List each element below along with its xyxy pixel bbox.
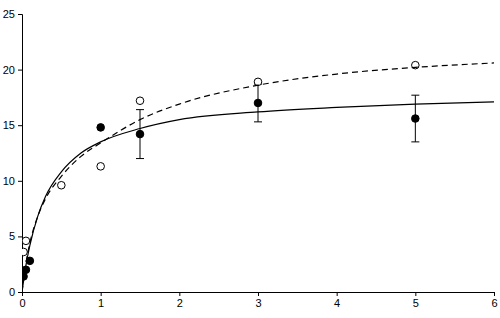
x-tick: 3: [255, 292, 261, 309]
x-tick-label: 1: [98, 297, 104, 309]
error-bar-line: [411, 95, 419, 96]
x-tick-label: 5: [413, 297, 419, 309]
point: [58, 181, 66, 189]
error-bar: [136, 110, 144, 159]
y-tick: 0: [9, 286, 22, 298]
y-tick-label: 25: [3, 8, 15, 20]
y-tick-mark: [18, 236, 22, 237]
x-tick-mark: [494, 292, 495, 296]
scatter-series: [22, 61, 419, 255]
point: [97, 163, 105, 171]
x-tick-mark: [101, 292, 102, 296]
x-tick-mark: [337, 292, 338, 296]
error-bar-line: [254, 121, 262, 122]
y-tick-label: 0: [9, 286, 15, 298]
x-tick: 0: [19, 292, 25, 309]
x-tick-label: 6: [491, 297, 497, 309]
scatter-series: [22, 84, 419, 280]
x-tick-mark: [415, 292, 416, 296]
point: [97, 124, 105, 132]
x-tick-label: 0: [19, 297, 25, 309]
point: [412, 115, 420, 123]
x-tick-label: 4: [334, 297, 340, 309]
x-tick-mark: [179, 292, 180, 296]
y-tick-mark: [18, 70, 22, 71]
chart: 0 1 2 3 4 5 6 0 5 10 15 20 25: [0, 0, 500, 318]
y-tick-label: 10: [3, 175, 15, 187]
y-tick-label: 20: [3, 64, 15, 76]
y-tick-mark: [18, 181, 22, 182]
x-axis: 0 1 2 3 4 5 6: [19, 292, 497, 309]
y-tick-mark: [18, 14, 22, 15]
y-tick: 5: [9, 230, 22, 242]
x-tick-mark: [258, 292, 259, 296]
point: [22, 237, 30, 245]
error-bar: [254, 84, 262, 122]
point: [22, 248, 27, 256]
y-tick-label: 15: [3, 119, 15, 131]
x-tick: 5: [413, 292, 419, 309]
point: [254, 78, 262, 86]
fit-line: [22, 63, 494, 292]
y-tick: 20: [3, 64, 22, 76]
point: [254, 99, 262, 107]
point: [136, 97, 144, 105]
marks: [22, 61, 494, 292]
y-tick-mark: [18, 292, 22, 293]
x-tick: 4: [334, 292, 340, 309]
y-tick: 25: [3, 8, 22, 20]
x-tick: 1: [98, 292, 104, 309]
y-axis: 0 5 10 15 20 25: [3, 8, 23, 298]
x-tick: 6: [491, 292, 497, 309]
error-bar-line: [136, 158, 144, 159]
x-tick: 2: [177, 292, 183, 309]
error-bar: [411, 95, 419, 142]
x-tick-label: 2: [177, 297, 183, 309]
y-tick-label: 5: [9, 230, 15, 242]
y-tick-mark: [18, 125, 22, 126]
y-tick: 15: [3, 119, 22, 131]
plot: 0 1 2 3 4 5 6 0 5 10 15 20 25: [3, 8, 498, 309]
y-axis-line: [18, 15, 23, 293]
error-bar-line: [136, 109, 144, 110]
error-bar-line: [411, 141, 419, 142]
x-axis-line: [23, 293, 495, 297]
fit-line: [22, 102, 494, 292]
y-tick: 10: [3, 175, 22, 187]
x-tick-label: 3: [255, 297, 261, 309]
point: [136, 130, 144, 138]
